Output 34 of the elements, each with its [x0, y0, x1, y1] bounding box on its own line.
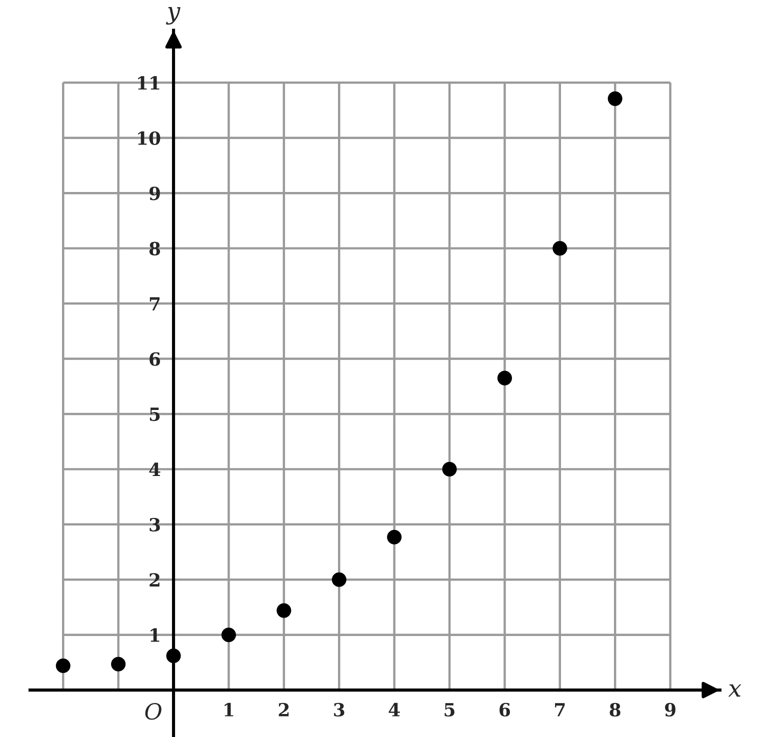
y-tick-label: 4 [149, 462, 160, 476]
x-tick-label: 7 [555, 703, 565, 716]
y-axis-title: y [166, 7, 180, 25]
y-tick-label: 5 [150, 408, 160, 422]
x-axis-title: x [728, 684, 742, 697]
point [387, 530, 402, 544]
point [111, 656, 126, 672]
point [442, 462, 457, 476]
y-tick-label: 8 [149, 242, 160, 256]
x-tick-label: 1 [224, 702, 234, 716]
y-tick-label: 3 [150, 518, 160, 532]
x-tick-label: 8 [610, 702, 620, 717]
annotation: O [145, 702, 162, 720]
x-tick-label: 3 [334, 702, 344, 717]
point [608, 91, 622, 106]
point [276, 603, 292, 618]
y-tick-label: 7 [150, 297, 160, 310]
x-tick-label: 9 [664, 702, 676, 717]
y-tick-label: 6 [150, 352, 160, 366]
y-tick-label: 11 [138, 76, 160, 90]
x-tick-label: 2 [278, 702, 289, 716]
y-tick-label: 2 [150, 573, 160, 586]
point [552, 241, 568, 256]
point [56, 658, 70, 674]
y-tick-label: 9 [149, 186, 160, 200]
point [221, 628, 236, 642]
x-tick-label: 5 [444, 703, 454, 717]
point [166, 648, 181, 664]
point [332, 572, 346, 587]
y-tick-label: 1 [150, 628, 160, 642]
x-tick-label: 4 [388, 702, 400, 716]
y-tick-label: 10 [138, 131, 160, 146]
x-tick-label: 6 [500, 702, 510, 717]
point [497, 370, 512, 386]
